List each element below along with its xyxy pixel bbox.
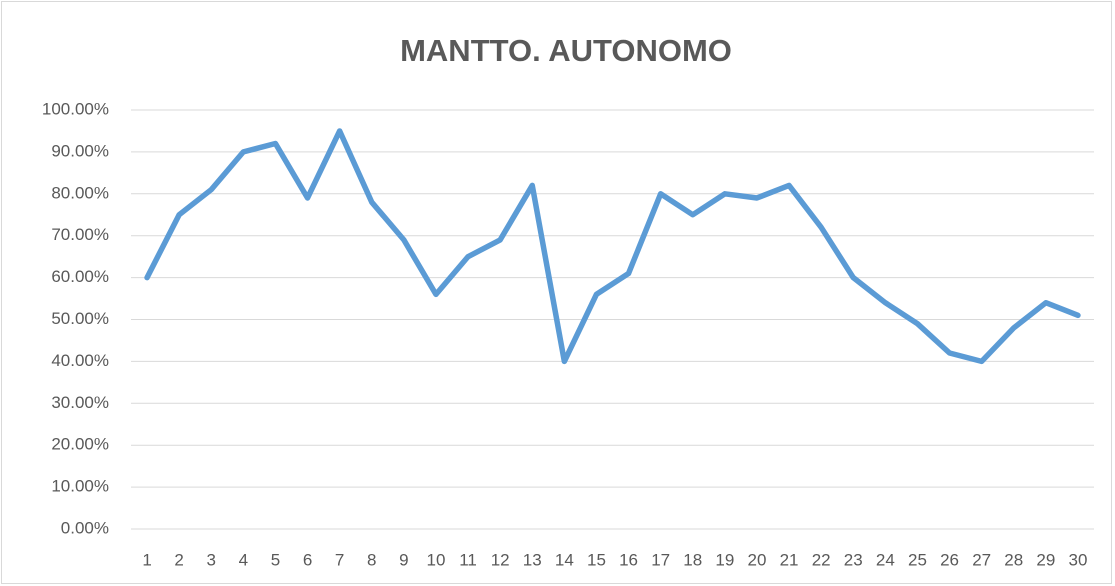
chart-title: MANTTO. AUTONOMO — [400, 33, 732, 68]
y-tick-label: 0.00% — [61, 518, 109, 537]
x-tick-label: 11 — [459, 550, 477, 569]
y-tick-label: 70.00% — [51, 225, 109, 244]
y-tick-label: 80.00% — [51, 183, 109, 202]
data-line — [144, 128, 1081, 365]
x-tick-label: 21 — [780, 550, 799, 569]
x-tick-label: 30 — [1068, 550, 1087, 569]
y-tick-label: 100.00% — [42, 99, 109, 118]
x-tick-label: 10 — [426, 550, 445, 569]
y-tick-label: 90.00% — [51, 141, 109, 160]
x-tick-label: 23 — [844, 550, 863, 569]
x-tick-label: 20 — [747, 550, 766, 569]
y-tick-label: 50.00% — [51, 309, 109, 328]
x-tick-label: 22 — [812, 550, 831, 569]
x-tick-label: 28 — [1004, 550, 1023, 569]
x-tick-label: 1 — [142, 550, 151, 569]
y-tick-label: 20.00% — [51, 435, 109, 454]
x-tick-label: 13 — [523, 550, 542, 569]
x-tick-label: 7 — [335, 550, 344, 569]
x-tick-label: 29 — [1036, 550, 1055, 569]
x-tick-label: 5 — [271, 550, 280, 569]
x-tick-label: 14 — [555, 550, 574, 569]
x-tick-label: 17 — [651, 550, 670, 569]
x-tick-label: 15 — [587, 550, 606, 569]
x-tick-label: 12 — [491, 550, 510, 569]
x-tick-label: 4 — [239, 550, 248, 569]
x-tick-label: 27 — [972, 550, 991, 569]
x-tick-label: 8 — [367, 550, 376, 569]
x-tick-label: 3 — [207, 550, 216, 569]
x-tick-label: 16 — [619, 550, 638, 569]
y-tick-label: 40.00% — [51, 351, 109, 370]
y-tick-label: 10.00% — [51, 477, 109, 496]
x-tick-label: 25 — [908, 550, 927, 569]
x-tick-label: 9 — [399, 550, 408, 569]
x-tick-label: 6 — [303, 550, 312, 569]
x-tick-label: 18 — [683, 550, 702, 569]
y-tick-label: 60.00% — [51, 267, 109, 286]
x-tick-label: 2 — [174, 550, 183, 569]
x-tick-label: 19 — [715, 550, 734, 569]
y-tick-label: 30.00% — [51, 393, 109, 412]
x-tick-label: 24 — [876, 550, 895, 569]
x-tick-label: 26 — [940, 550, 959, 569]
